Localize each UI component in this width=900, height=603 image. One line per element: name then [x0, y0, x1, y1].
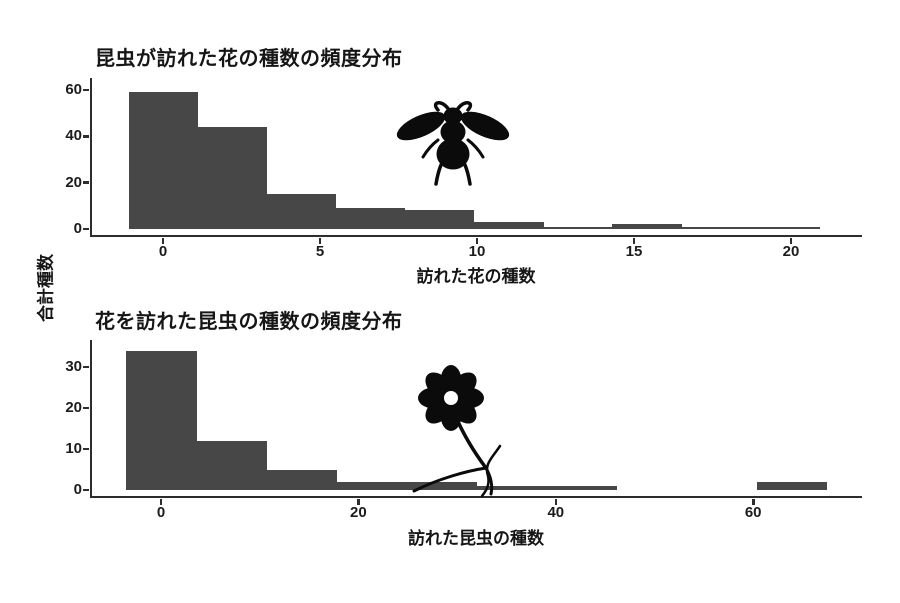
x-tick-label: 60 [744, 504, 762, 521]
x-tick-label: 0 [158, 243, 168, 260]
chart-title: 昆虫が訪れた花の種数の頻度分布 [95, 48, 403, 70]
x-tick-mark [752, 499, 755, 505]
histogram-bar [750, 226, 820, 229]
histogram-bar [126, 350, 197, 490]
y-tick-label: 20 [65, 173, 82, 191]
y-tick-label: 40 [65, 127, 82, 145]
y-tick-mark [83, 135, 89, 138]
x-tick-mark [475, 238, 479, 244]
x-tick-mark [161, 238, 165, 244]
x-axis-title: 訪れた花の種数 [416, 267, 536, 286]
y-tick-mark [83, 406, 89, 410]
y-tick-label: 0 [73, 220, 82, 237]
x-tick-mark [357, 499, 360, 505]
histogram-bar [542, 226, 613, 229]
y-tick-label: 0 [73, 481, 82, 498]
histogram-bar [266, 194, 337, 229]
histogram-bar [612, 224, 682, 229]
y-axis-title: 合計種数 [36, 254, 56, 322]
histogram-bar [406, 481, 477, 490]
x-tick-mark [318, 238, 322, 244]
y-tick-label: 60 [65, 80, 82, 98]
x-tick-label: 10 [468, 243, 486, 260]
y-tick-mark [83, 227, 89, 231]
histogram-plot: 0 5 10 15 20 0 20 40 60 [65, 78, 862, 260]
histogram-bar [546, 485, 618, 490]
y-tick-mark [83, 365, 89, 369]
x-tick-mark [789, 238, 793, 244]
bee-icon [396, 101, 510, 186]
histogram-bar [196, 440, 267, 490]
x-tick-mark [159, 499, 163, 505]
y-tick-mark [83, 88, 89, 92]
chart-title: 花を訪れた昆虫の種数の頻度分布 [95, 311, 403, 333]
histogram-bar [473, 222, 544, 229]
x-tick-label: 15 [625, 243, 643, 260]
histogram-bar [756, 481, 828, 490]
x-tick-mark [632, 238, 636, 244]
x-axis-title: 訪れた昆虫の種数 [408, 529, 544, 548]
y-tick-mark [83, 181, 89, 184]
y-tick-label: 10 [65, 440, 82, 457]
x-tick-label: 0 [156, 504, 166, 521]
x-tick-label: 20 [782, 243, 800, 260]
y-tick-label: 20 [65, 399, 82, 416]
histogram-bar [128, 92, 199, 229]
x-tick-mark [554, 499, 558, 505]
histogram-bar [197, 126, 268, 229]
histogram-bar [404, 210, 475, 229]
histogram-bar [335, 208, 406, 229]
histogram-bar [266, 469, 337, 490]
histogram-plot: 0 20 40 60 0 10 20 30 [65, 340, 862, 521]
y-tick-mark [83, 447, 89, 451]
x-tick-label: 5 [315, 243, 325, 260]
x-tick-label: 40 [547, 504, 565, 521]
x-tick-label: 20 [350, 504, 367, 521]
histogram-bar [681, 226, 751, 229]
histogram-bar [476, 485, 547, 490]
histogram-bar [336, 481, 407, 490]
flower-icon [412, 365, 502, 498]
y-tick-label: 30 [65, 358, 82, 375]
y-tick-mark [83, 488, 89, 492]
